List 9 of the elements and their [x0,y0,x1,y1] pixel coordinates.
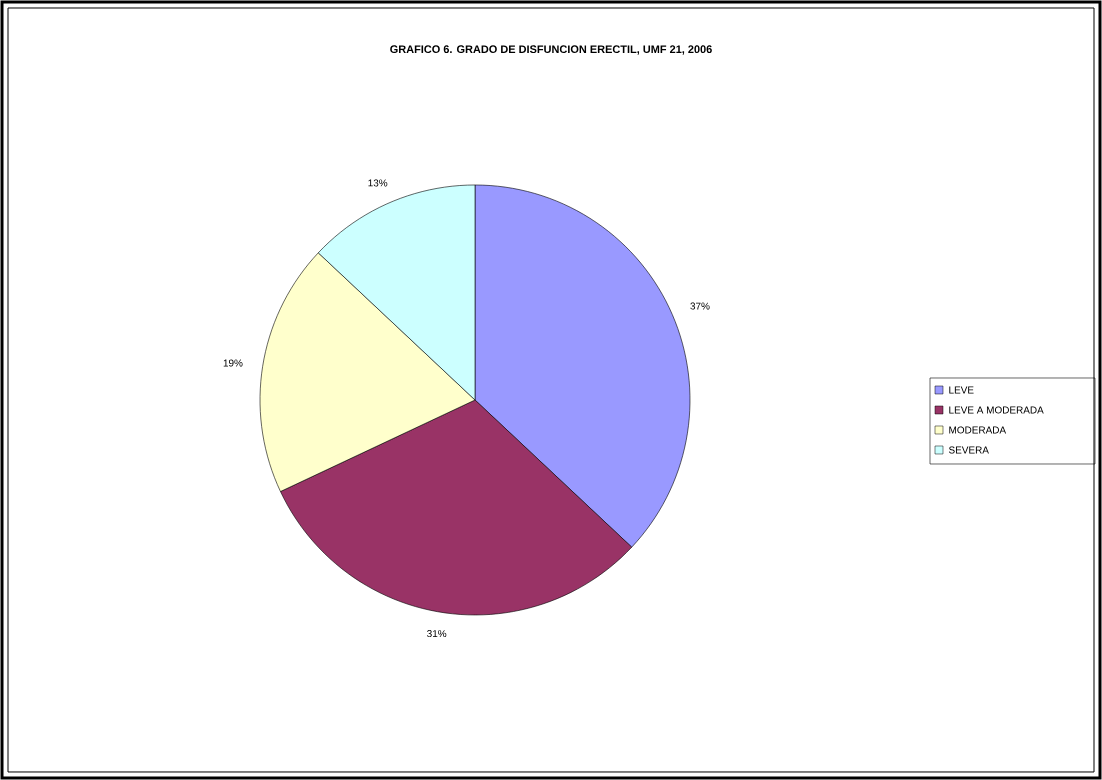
data-label: 13% [368,179,388,187]
chart-title: GRAFICO 6. GRADO DE DISFUNCION ERECTIL, UMF 21, 2006 [390,45,712,55]
data-label: 31% [427,630,447,638]
data-label: 37% [690,302,710,310]
legend-label: LEVE [949,386,974,394]
legend-label: SEVERA [948,446,989,454]
legend-label: LEVE A MODERADA [949,406,1044,414]
data-label: 19% [223,359,243,367]
legend-label: MODERADA [949,426,1007,434]
